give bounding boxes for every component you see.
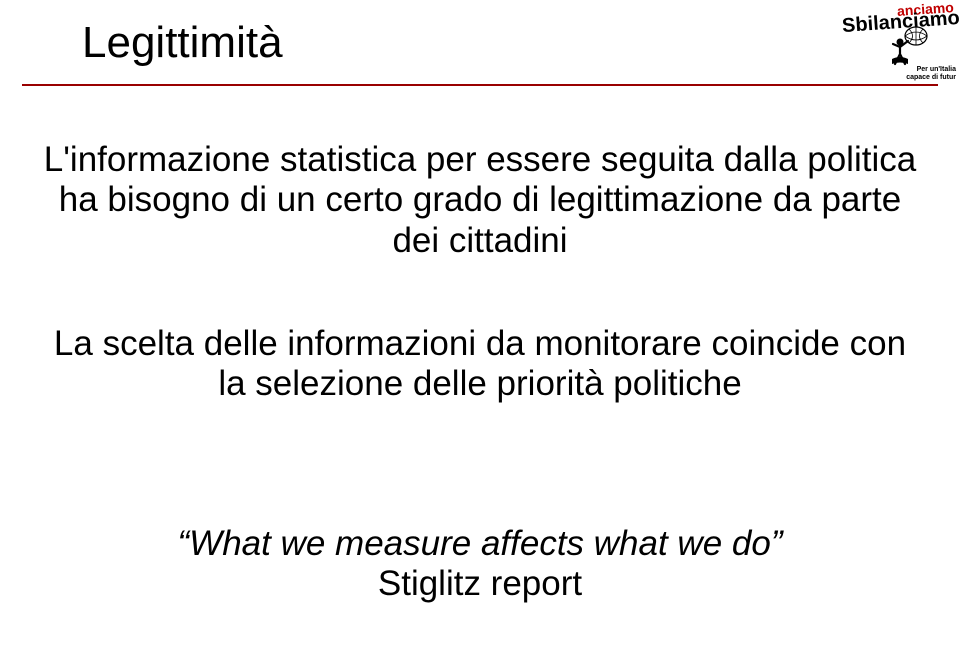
slide-title: Legittimità — [82, 18, 283, 68]
logo-caption-line1: Per un'Italia — [917, 66, 956, 73]
logo-caption-line2: capace di futur — [906, 74, 956, 81]
quote-attribution: Stiglitz report — [40, 564, 920, 604]
slide: Legittimità anciamo Sbilanciamo Per un'I… — [0, 0, 960, 655]
title-underline — [22, 84, 938, 86]
quote-block: “What we measure affects what we do” Sti… — [40, 524, 920, 605]
globe-figure-icon — [886, 24, 932, 66]
brand-logo: anciamo Sbilanciamo Per un'Italia capace… — [850, 0, 960, 80]
quote-text: “What we measure affects what we do” — [178, 524, 783, 563]
paragraph-2: La scelta delle informazioni da monitora… — [40, 324, 920, 405]
logo-caption: Per un'Italia capace di futur — [906, 66, 956, 81]
paragraph-1: L'informazione statistica per essere seg… — [40, 140, 920, 261]
